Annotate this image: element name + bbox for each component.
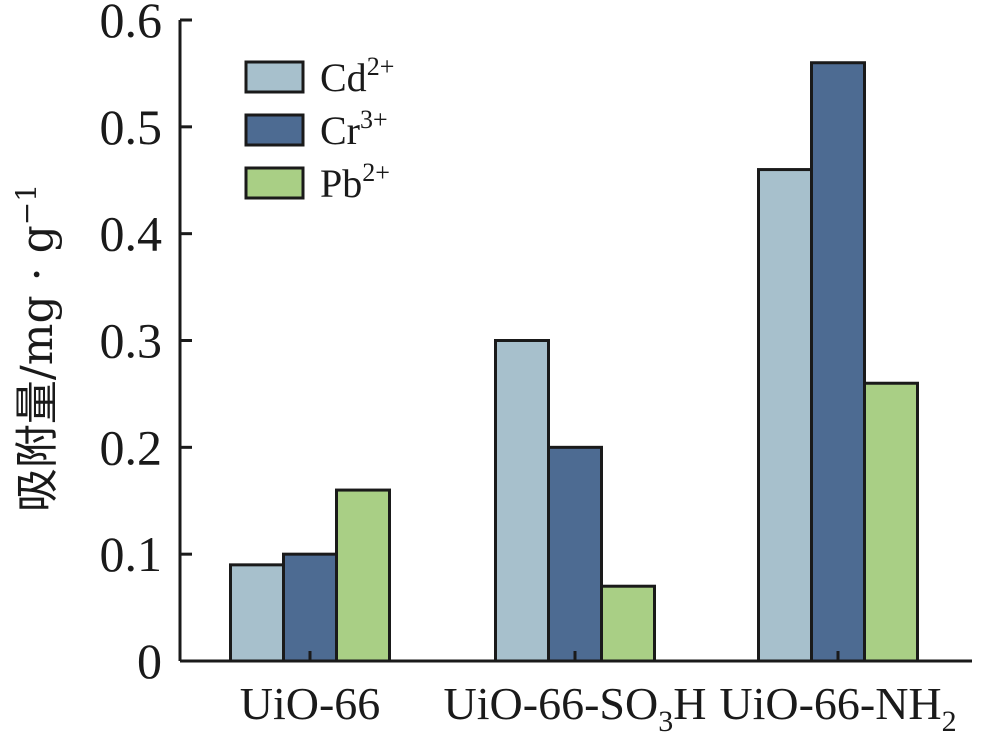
y-ticks: 0 0.1 0.2 0.3 0.4 0.5 0.6: [100, 0, 192, 689]
y-tick-label: 0.1: [100, 526, 163, 582]
bar-cd-2: [494, 339, 550, 663]
bar-cd-1: [229, 563, 285, 663]
y-axis-title: 吸附量/mg · g−1: [10, 184, 63, 512]
x-category-label: UiO-66-NH2: [719, 678, 956, 736]
bar-cr-1: [282, 552, 338, 663]
legend-swatch: [244, 113, 305, 147]
legend-label: Cd2+: [320, 52, 394, 100]
legend: Cd2+ Cr3+ Pb2+: [244, 52, 394, 206]
y-tick-label: 0.5: [100, 99, 163, 155]
y-tick-label: 0: [137, 633, 162, 689]
legend-swatch: [244, 60, 305, 94]
bar-cr-3: [810, 61, 866, 663]
bars: [229, 61, 919, 663]
x-category-label: UiO-66-SO3H: [444, 678, 707, 736]
x-category-labels: UiO-66 UiO-66-SO3H UiO-66-NH2: [240, 678, 957, 736]
y-tick-label: 0.3: [100, 313, 163, 369]
legend-swatch: [244, 166, 305, 200]
y-tick-label: 0.4: [100, 206, 163, 262]
y-axis-label: 吸附量/mg · g−1: [10, 184, 63, 512]
bar-pb-3: [863, 381, 919, 663]
bar-pb-1: [335, 488, 391, 663]
y-tick-label: 0.6: [100, 0, 163, 48]
bar-cr-2: [547, 445, 603, 663]
bar-cd-3: [757, 168, 813, 663]
x-category-label: UiO-66: [240, 678, 381, 729]
legend-label: Pb2+: [320, 158, 390, 206]
bar-pb-2: [600, 584, 656, 663]
y-tick-label: 0.2: [100, 419, 163, 475]
legend-label: Cr3+: [320, 105, 388, 153]
